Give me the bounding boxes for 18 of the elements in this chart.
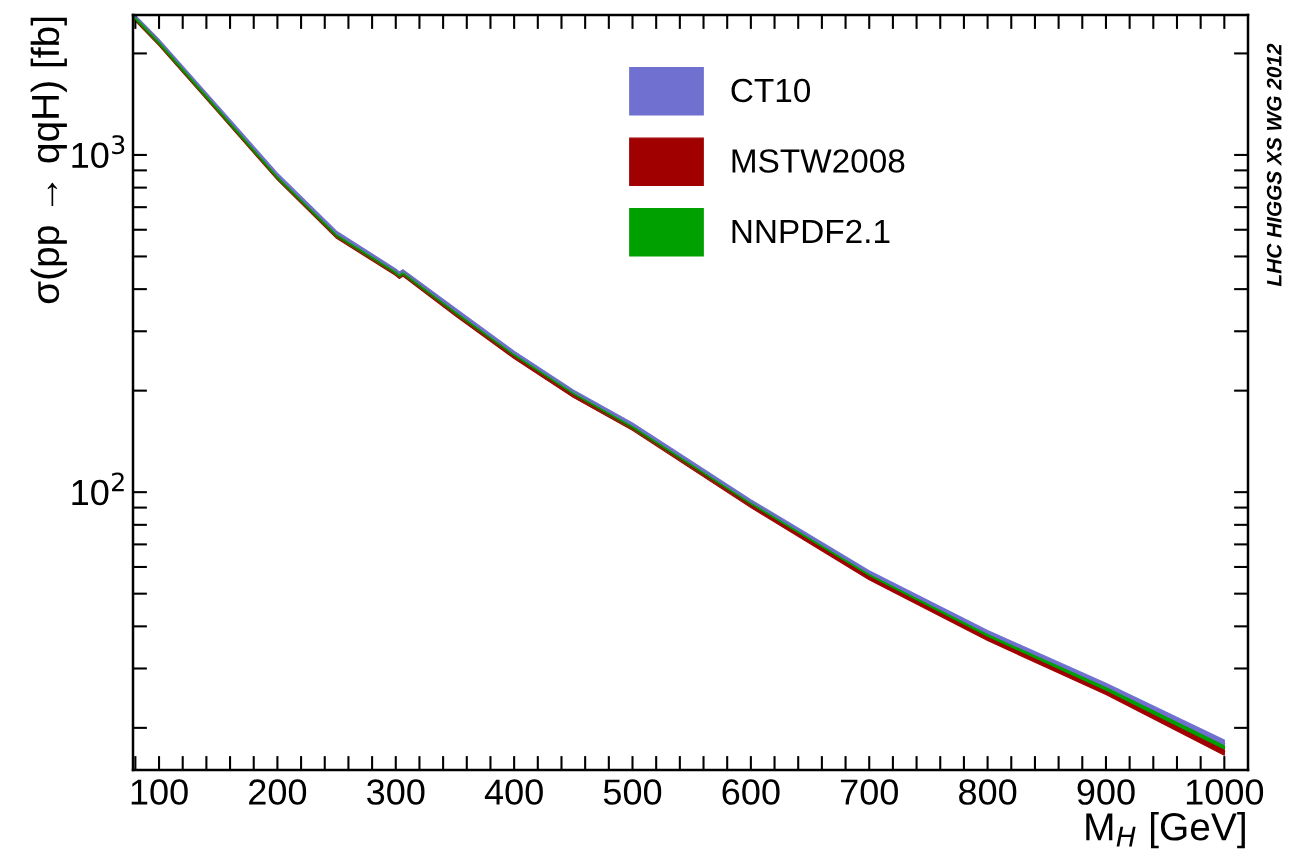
legend-label: MSTW2008 — [732, 149, 905, 173]
x-axis-title: M$_{H}$ [GeV] — [1086, 812, 1245, 849]
x-tick-label: 1000 — [1186, 779, 1264, 805]
x-tick-label: 800 — [959, 779, 1017, 805]
x-tick-label: 200 — [249, 779, 307, 805]
x-tick-label: 600 — [722, 779, 780, 805]
x-tick-label: 500 — [603, 779, 662, 805]
y-tick-label: 10$^{2}$ — [72, 472, 124, 506]
text: LHC HIGGS XS WG 2012 — [1266, 43, 1282, 287]
legend-label: CT10 — [731, 78, 811, 103]
x-tick-label: 900 — [1077, 779, 1135, 805]
x-tick-label: 400 — [484, 779, 543, 805]
y-tick-label: 10$^{3}$ — [72, 135, 125, 169]
legend-label: NNPDF2.1 — [732, 219, 890, 243]
x-tick-label: 700 — [840, 779, 898, 805]
x-tick-label: 300 — [367, 779, 425, 805]
y-axis-title: σ(pp → qqH) [fb] — [30, 17, 67, 304]
x-tick-label: 100 — [131, 779, 188, 805]
